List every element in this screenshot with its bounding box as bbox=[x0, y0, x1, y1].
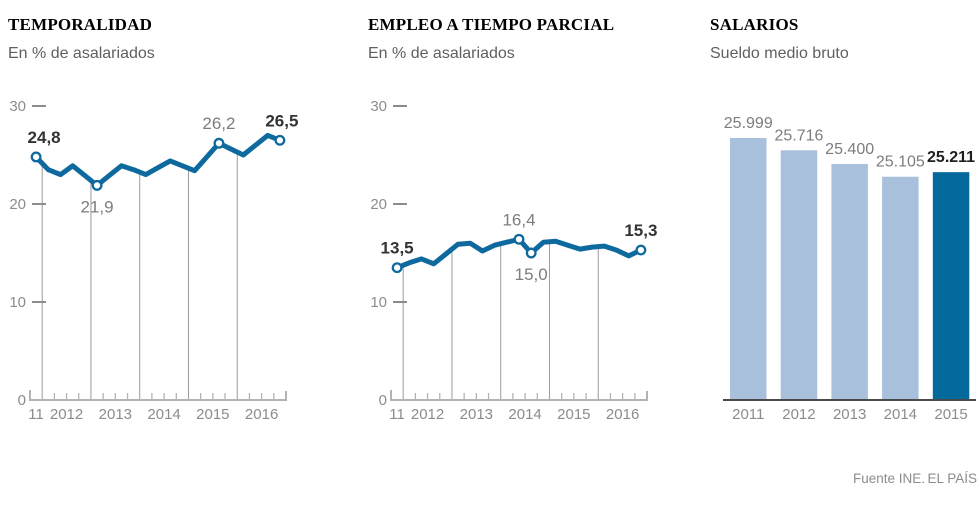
x-tick-label: 2013 bbox=[460, 406, 493, 423]
x-tick-label: 2015 bbox=[934, 406, 967, 423]
temporalidad-chart: 30 20 10 011 2012 2013 2014 2015 2016 24,8 21,9 26,… bbox=[9, 98, 298, 423]
x-tick-label: 2013 bbox=[99, 406, 132, 423]
chart-subtitle-temporalidad: En % de asalariados bbox=[8, 45, 155, 62]
x-tick-label: 2016 bbox=[245, 406, 278, 423]
source-label: Fuente INE. bbox=[852, 471, 925, 486]
bar-value-label: 25.716 bbox=[774, 127, 823, 144]
y-tick-label: 20 bbox=[9, 196, 26, 213]
y-tick-label: 30 bbox=[9, 98, 26, 115]
annotations: 13,5 16,4 15,0 15,3 bbox=[381, 210, 658, 284]
tiempo-parcial-chart: 30 20 10 011 2012 2013 2014 2015 2016 13,5 16,4 15,… bbox=[370, 98, 657, 423]
data-marker bbox=[525, 247, 537, 259]
x-tick-label: 2014 bbox=[884, 406, 917, 423]
bars bbox=[730, 138, 970, 400]
x-tick-label: 2012 bbox=[782, 406, 815, 423]
x-axis-line bbox=[29, 390, 287, 401]
data-marker bbox=[513, 233, 525, 245]
x-labels: 11 2012 2013 2014 2015 2016 bbox=[389, 406, 639, 423]
x-axis-line bbox=[390, 390, 648, 401]
x-tick-label: 2014 bbox=[508, 406, 541, 423]
value-label: 15,0 bbox=[515, 265, 548, 284]
y-tick-label: 10 bbox=[9, 294, 26, 311]
annotations: 24,8 21,9 26,2 26,5 bbox=[28, 111, 299, 216]
chart-title-temporalidad: TEMPORALIDAD bbox=[8, 15, 153, 34]
data-marker bbox=[391, 262, 403, 274]
bar-value-label: 25.999 bbox=[724, 115, 773, 132]
value-label: 16,4 bbox=[502, 210, 535, 229]
publisher-label: EL PAÍS bbox=[927, 471, 977, 486]
data-marker bbox=[91, 179, 103, 191]
year-gridlines bbox=[402, 241, 599, 400]
x-axis bbox=[29, 390, 287, 401]
value-label: 21,9 bbox=[81, 197, 114, 216]
x-tick-label: 2015 bbox=[196, 406, 229, 423]
bar-2011 bbox=[730, 138, 767, 400]
chart-title-salarios: SALARIOS bbox=[710, 15, 799, 34]
data-marker bbox=[635, 244, 647, 256]
y-axis: 30 20 10 0 bbox=[9, 98, 46, 409]
bar-value-label: 25.211 bbox=[927, 149, 975, 166]
y-tick-label: 10 bbox=[370, 294, 387, 311]
y-tick-label: 0 bbox=[379, 392, 387, 409]
chart-title-tiempo-parcial: EMPLEO A TIEMPO PARCIAL bbox=[368, 15, 615, 34]
value-label: 24,8 bbox=[28, 128, 61, 147]
x-tick-label: 11 bbox=[28, 406, 44, 423]
value-label: 26,5 bbox=[265, 111, 298, 130]
y-tick-label: 0 bbox=[18, 392, 26, 409]
x-tick-label: 2012 bbox=[50, 406, 83, 423]
x-tick-label: 2016 bbox=[606, 406, 639, 423]
bar-2015 bbox=[932, 172, 970, 400]
value-label: 26,2 bbox=[202, 114, 235, 133]
bar-2014 bbox=[882, 176, 919, 400]
x-tick-label: 2011 bbox=[732, 406, 764, 423]
x-labels: 11 2012 2013 2014 2015 2016 bbox=[28, 406, 278, 423]
bar-value-label: 25.400 bbox=[825, 141, 874, 158]
value-label: 13,5 bbox=[381, 239, 414, 258]
x-tick-label: 2014 bbox=[147, 406, 180, 423]
x-tick-label: 11 bbox=[389, 406, 405, 423]
data-marker bbox=[274, 134, 286, 146]
y-tick-label: 20 bbox=[370, 196, 387, 213]
bar-2013 bbox=[831, 163, 868, 400]
x-tick-label: 2013 bbox=[833, 406, 866, 423]
data-marker bbox=[213, 137, 225, 149]
y-axis: 30 20 10 0 bbox=[370, 98, 407, 409]
chart-subtitle-tiempo-parcial: En % de asalariados bbox=[368, 45, 515, 62]
data-marker bbox=[30, 151, 42, 163]
value-label: 15,3 bbox=[624, 221, 657, 240]
x-labels: 2011 2012 2013 2014 2015 bbox=[732, 406, 968, 423]
x-axis bbox=[390, 390, 648, 401]
x-tick-label: 2012 bbox=[411, 406, 444, 423]
bar-2012 bbox=[780, 150, 818, 400]
bar-value-label: 25.105 bbox=[876, 154, 925, 171]
year-gridlines bbox=[41, 152, 238, 400]
x-tick-label: 2015 bbox=[557, 406, 590, 423]
temporalidad-chart-line bbox=[33, 132, 283, 188]
y-tick-label: 30 bbox=[370, 98, 387, 115]
chart-subtitle-salarios: Sueldo medio bruto bbox=[710, 45, 849, 62]
